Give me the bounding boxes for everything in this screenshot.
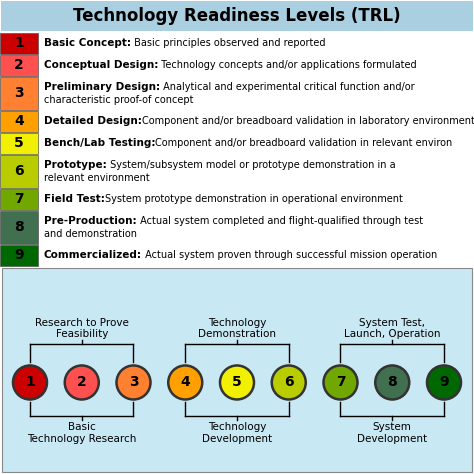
Text: System Test,
Launch, Operation: System Test, Launch, Operation: [344, 318, 440, 339]
Text: Commercialized:: Commercialized:: [44, 250, 142, 260]
Text: 6: 6: [284, 375, 293, 390]
Text: Field Test:: Field Test:: [44, 194, 105, 204]
Text: Pre-Production:: Pre-Production:: [44, 216, 137, 226]
FancyBboxPatch shape: [0, 111, 38, 132]
Text: System prototype demonstration in operational environment: System prototype demonstration in operat…: [105, 194, 403, 204]
Text: 1: 1: [25, 375, 35, 390]
Text: Bench/Lab Testing:: Bench/Lab Testing:: [44, 138, 155, 148]
Text: 9: 9: [439, 375, 449, 390]
FancyBboxPatch shape: [0, 33, 38, 54]
FancyBboxPatch shape: [0, 77, 38, 110]
Text: Conceptual Design:: Conceptual Design:: [44, 60, 158, 70]
Text: Analytical and experimental critical function and/or: Analytical and experimental critical fun…: [160, 82, 415, 92]
Circle shape: [220, 365, 254, 400]
Text: 3: 3: [14, 86, 24, 100]
Circle shape: [168, 365, 202, 400]
Circle shape: [323, 365, 357, 400]
Text: 8: 8: [387, 375, 397, 390]
Text: Technology concepts and/or applications formulated: Technology concepts and/or applications …: [158, 60, 417, 70]
Text: Component and/or breadboard validation in laboratory environment: Component and/or breadboard validation i…: [142, 116, 474, 126]
Text: Technology Readiness Levels (TRL): Technology Readiness Levels (TRL): [73, 7, 401, 25]
Text: characteristic proof-of concept: characteristic proof-of concept: [44, 95, 193, 106]
Text: Research to Prove
Feasibility: Research to Prove Feasibility: [35, 318, 128, 339]
Circle shape: [65, 365, 99, 400]
Text: 9: 9: [14, 248, 24, 262]
FancyBboxPatch shape: [1, 1, 473, 31]
FancyBboxPatch shape: [0, 133, 38, 154]
Text: Basic Concept:: Basic Concept:: [44, 38, 131, 48]
Text: Preliminary Design:: Preliminary Design:: [44, 82, 160, 92]
Text: Prototype:: Prototype:: [44, 160, 107, 170]
Text: Component and/or breadboard validation in relevant environ: Component and/or breadboard validation i…: [155, 138, 453, 148]
FancyBboxPatch shape: [0, 245, 38, 266]
FancyBboxPatch shape: [0, 189, 38, 210]
Circle shape: [13, 365, 47, 400]
Text: Technology
Demonstration: Technology Demonstration: [198, 318, 276, 339]
Text: 3: 3: [128, 375, 138, 390]
FancyBboxPatch shape: [0, 211, 38, 244]
Text: Basic
Technology Research: Basic Technology Research: [27, 422, 137, 444]
Text: 4: 4: [181, 375, 190, 390]
Text: Technology
Development: Technology Development: [202, 422, 272, 444]
Text: 8: 8: [14, 220, 24, 234]
Text: 1: 1: [14, 36, 24, 50]
Text: 4: 4: [14, 114, 24, 128]
FancyBboxPatch shape: [2, 268, 472, 472]
Text: 5: 5: [232, 375, 242, 390]
Text: and demonstration: and demonstration: [44, 229, 137, 239]
FancyBboxPatch shape: [0, 155, 38, 188]
Text: Basic principles observed and reported: Basic principles observed and reported: [131, 38, 326, 48]
Circle shape: [375, 365, 409, 400]
Text: 7: 7: [336, 375, 346, 390]
Text: 2: 2: [14, 58, 24, 72]
Text: Actual system proven through successful mission operation: Actual system proven through successful …: [142, 250, 437, 260]
Text: relevant environment: relevant environment: [44, 173, 150, 183]
Text: 6: 6: [14, 164, 24, 178]
Text: Actual system completed and flight-qualified through test: Actual system completed and flight-quali…: [137, 216, 423, 226]
Circle shape: [427, 365, 461, 400]
FancyBboxPatch shape: [0, 55, 38, 76]
Text: 5: 5: [14, 136, 24, 150]
Text: System/subsystem model or prototype demonstration in a: System/subsystem model or prototype demo…: [107, 160, 395, 170]
Circle shape: [272, 365, 306, 400]
Circle shape: [117, 365, 151, 400]
Text: Detailed Design:: Detailed Design:: [44, 116, 142, 126]
Text: 7: 7: [14, 192, 24, 206]
Text: System
Development: System Development: [357, 422, 428, 444]
Text: 2: 2: [77, 375, 87, 390]
